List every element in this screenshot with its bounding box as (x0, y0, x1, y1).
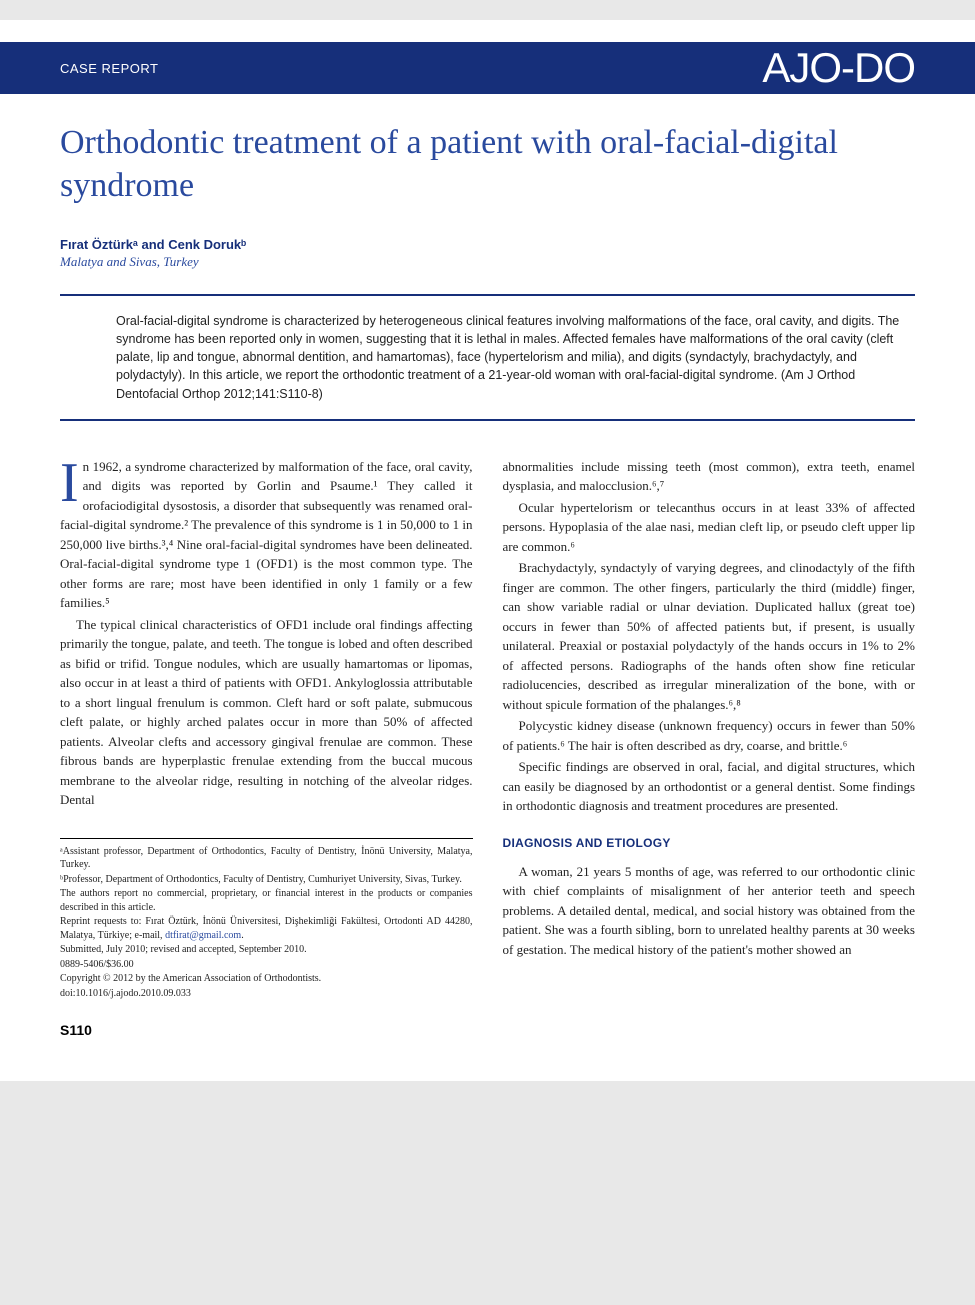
footnote-copyright: Copyright © 2012 by the American Associa… (60, 972, 473, 986)
r-p5: Specific findings are observed in oral, … (503, 757, 916, 816)
case-report-label: CASE REPORT (60, 61, 158, 76)
abstract-block: Oral-facial-digital syndrome is characte… (60, 294, 915, 421)
section-diagnosis-heading: DIAGNOSIS AND ETIOLOGY (503, 834, 916, 852)
column-right: abnormalities include missing teeth (mos… (503, 457, 916, 1042)
r-p1: abnormalities include missing teeth (mos… (503, 457, 916, 496)
page-number: S110 (60, 1020, 473, 1041)
r-p6: A woman, 21 years 5 months of age, was r… (503, 862, 916, 960)
p2: The typical clinical characteristics of … (60, 615, 473, 810)
abstract-text: Oral-facial-digital syndrome is characte… (116, 312, 915, 403)
journal-logo: AJO-DO (762, 44, 915, 92)
dropcap: I (60, 457, 83, 505)
intro-paragraph: I n 1962, a syndrome characterized by ma… (60, 457, 473, 613)
content: Orthodontic treatment of a patient with … (0, 94, 975, 1081)
affiliation: Malatya and Sivas, Turkey (60, 254, 915, 270)
footnote-b: ᵇProfessor, Department of Orthodontics, … (60, 873, 473, 887)
footnote-coi: The authors report no commercial, propri… (60, 887, 473, 914)
header-band: CASE REPORT AJO-DO (0, 42, 975, 94)
reprint-post: . (241, 930, 244, 941)
column-left: I n 1962, a syndrome characterized by ma… (60, 457, 473, 1042)
footnotes-block: ᵃAssistant professor, Department of Orth… (60, 838, 473, 1001)
reprint-email[interactable]: dtfirat@gmail.com (165, 930, 241, 941)
footnote-reprint: Reprint requests to: Fırat Öztürk, İnönü… (60, 915, 473, 942)
footnote-submitted: Submitted, July 2010; revised and accept… (60, 943, 473, 957)
page: CASE REPORT AJO-DO Orthodontic treatment… (0, 20, 975, 1081)
article-title: Orthodontic treatment of a patient with … (60, 122, 915, 207)
footnote-doi: doi:10.1016/j.ajodo.2010.09.033 (60, 987, 473, 1001)
reprint-pre: Reprint requests to: Fırat Öztürk, İnönü… (60, 916, 473, 941)
r-p4: Polycystic kidney disease (unknown frequ… (503, 716, 916, 755)
r-p3: Brachydactyly, syndactyly of varying deg… (503, 558, 916, 714)
body-columns: I n 1962, a syndrome characterized by ma… (60, 457, 915, 1042)
p1-text: n 1962, a syndrome characterized by malf… (60, 459, 473, 611)
authors: Fırat Öztürkᵃ and Cenk Dorukᵇ (60, 237, 915, 252)
r-p2: Ocular hypertelorism or telecanthus occu… (503, 498, 916, 557)
footnote-issn: 0889-5406/$36.00 (60, 958, 473, 972)
footnote-a: ᵃAssistant professor, Department of Orth… (60, 845, 473, 872)
